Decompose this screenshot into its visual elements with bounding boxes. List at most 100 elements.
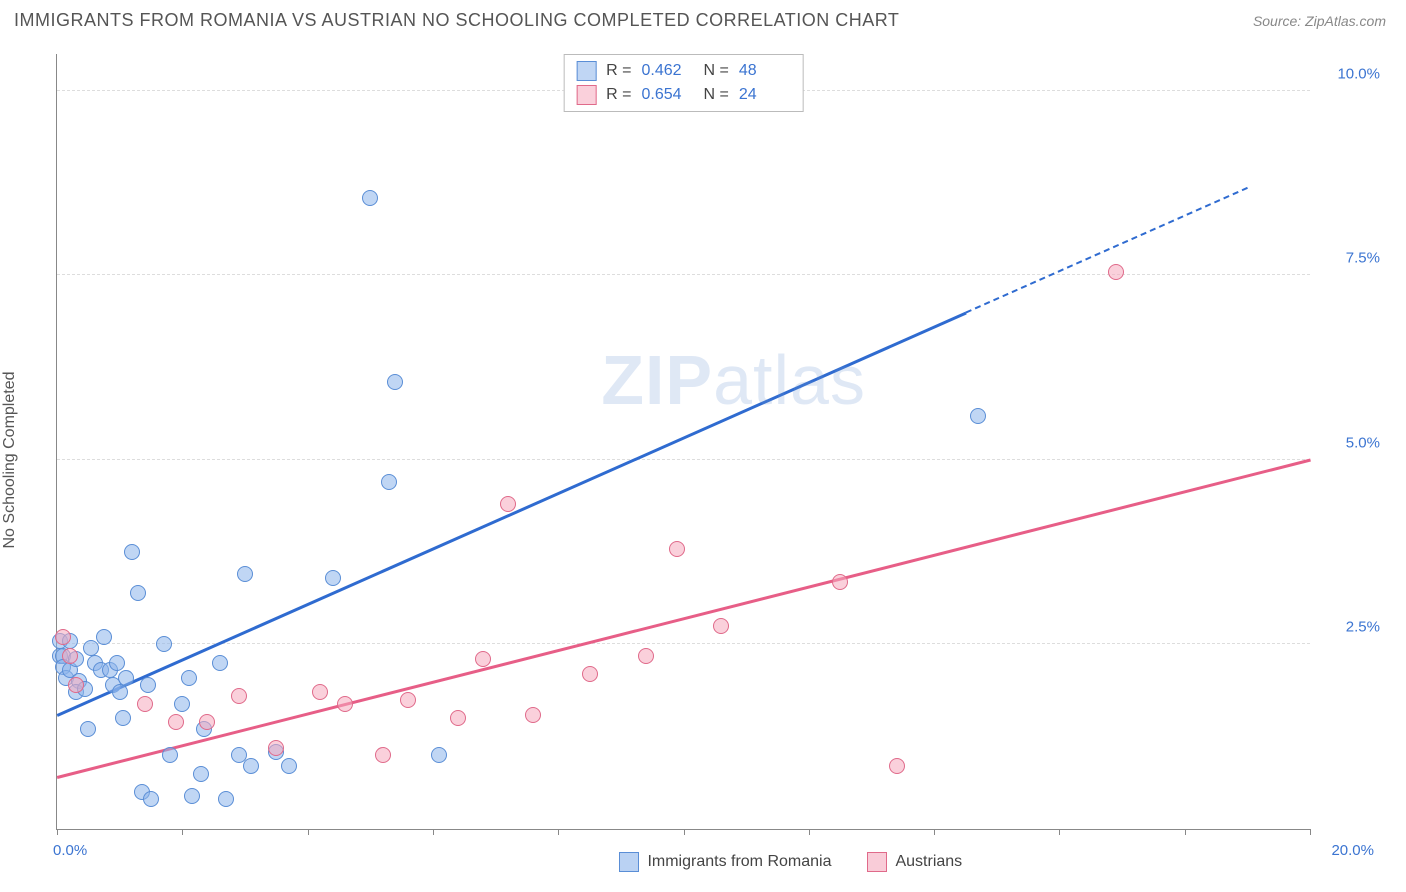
- x-tick: [684, 829, 685, 835]
- gridline-h: [57, 643, 1310, 644]
- x-tick: [1185, 829, 1186, 835]
- watermark-zip: ZIP: [601, 341, 713, 419]
- data-point: [137, 696, 153, 712]
- data-point: [80, 721, 96, 737]
- legend-r-value: 0.654: [642, 86, 694, 104]
- data-point: [162, 747, 178, 763]
- data-point: [362, 190, 378, 206]
- data-point: [174, 696, 190, 712]
- series-legend: Immigrants from Romania Austrians: [619, 852, 962, 872]
- legend-r-value: 0.462: [642, 62, 694, 80]
- series-legend-item: Immigrants from Romania: [619, 852, 831, 872]
- data-point: [193, 766, 209, 782]
- data-point: [325, 570, 341, 586]
- series-legend-label: Immigrants from Romania: [647, 853, 831, 871]
- data-point: [140, 677, 156, 693]
- data-point: [1108, 264, 1124, 280]
- watermark-atlas: atlas: [713, 341, 866, 419]
- x-tick: [1059, 829, 1060, 835]
- series-legend-label: Austrians: [895, 853, 962, 871]
- data-point: [115, 710, 131, 726]
- chart-title: IMMIGRANTS FROM ROMANIA VS AUSTRIAN NO S…: [14, 10, 899, 31]
- stats-legend-row: R = 0.654 N = 24: [576, 83, 791, 107]
- legend-swatch: [576, 61, 596, 81]
- data-point: [83, 640, 99, 656]
- data-point: [450, 710, 466, 726]
- x-tick: [433, 829, 434, 835]
- data-point: [124, 544, 140, 560]
- data-point: [889, 758, 905, 774]
- stats-legend: R = 0.462 N = 48 R = 0.654 N = 24: [563, 54, 804, 112]
- x-tick-label-min: 0.0%: [53, 842, 87, 859]
- data-point: [62, 648, 78, 664]
- data-point: [713, 618, 729, 634]
- data-point: [638, 648, 654, 664]
- data-point: [970, 408, 986, 424]
- x-tick: [558, 829, 559, 835]
- legend-n-value: 24: [739, 86, 791, 104]
- y-tick-label: 10.0%: [1320, 65, 1380, 82]
- data-point: [109, 655, 125, 671]
- data-point: [832, 574, 848, 590]
- data-point: [500, 496, 516, 512]
- data-point: [243, 758, 259, 774]
- data-point: [112, 684, 128, 700]
- source-attribution: Source: ZipAtlas.com: [1253, 13, 1386, 29]
- data-point: [237, 566, 253, 582]
- source-prefix: Source:: [1253, 13, 1305, 29]
- data-point: [118, 670, 134, 686]
- x-tick: [934, 829, 935, 835]
- legend-r-label: R =: [606, 62, 631, 80]
- data-point: [337, 696, 353, 712]
- gridline-h: [57, 459, 1310, 460]
- y-tick-label: 2.5%: [1320, 619, 1380, 636]
- stats-legend-row: R = 0.462 N = 48: [576, 59, 791, 83]
- x-tick: [57, 829, 58, 835]
- data-point: [218, 791, 234, 807]
- data-point: [669, 541, 685, 557]
- data-point: [168, 714, 184, 730]
- x-tick: [182, 829, 183, 835]
- chart-container: No Schooling Completed ZIPatlas R =0.462…: [14, 44, 1390, 876]
- x-tick-label-max: 20.0%: [1331, 842, 1374, 859]
- data-point: [231, 688, 247, 704]
- data-point: [268, 740, 284, 756]
- legend-swatch: [867, 852, 887, 872]
- data-point: [55, 629, 71, 645]
- data-point: [181, 670, 197, 686]
- y-axis-label: No Schooling Completed: [1, 372, 19, 549]
- data-point: [400, 692, 416, 708]
- legend-r-label: R =: [606, 86, 631, 104]
- data-point: [130, 585, 146, 601]
- data-point: [212, 655, 228, 671]
- data-point: [431, 747, 447, 763]
- data-point: [96, 629, 112, 645]
- data-point: [312, 684, 328, 700]
- legend-swatch: [576, 85, 596, 105]
- watermark: ZIPatlas: [601, 340, 866, 420]
- data-point: [375, 747, 391, 763]
- legend-n-value: 48: [739, 62, 791, 80]
- data-point: [143, 791, 159, 807]
- data-point: [475, 651, 491, 667]
- y-tick-label: 5.0%: [1320, 434, 1380, 451]
- data-point: [199, 714, 215, 730]
- series-legend-item: Austrians: [867, 852, 962, 872]
- x-tick: [1310, 829, 1311, 835]
- data-point: [281, 758, 297, 774]
- data-point: [525, 707, 541, 723]
- data-point: [381, 474, 397, 490]
- data-point: [387, 374, 403, 390]
- legend-n-label: N =: [704, 86, 729, 104]
- legend-swatch: [619, 852, 639, 872]
- data-point: [156, 636, 172, 652]
- trendline: [57, 460, 1310, 777]
- data-point: [582, 666, 598, 682]
- plot-area: ZIPatlas R =0.462N =48R =0.654N =24 2.5%…: [56, 54, 1310, 830]
- x-tick: [809, 829, 810, 835]
- y-tick-label: 7.5%: [1320, 250, 1380, 267]
- trendline: [57, 187, 1247, 714]
- source-name: ZipAtlas.com: [1305, 13, 1386, 29]
- legend-n-label: N =: [704, 62, 729, 80]
- chart-header: IMMIGRANTS FROM ROMANIA VS AUSTRIAN NO S…: [0, 0, 1406, 37]
